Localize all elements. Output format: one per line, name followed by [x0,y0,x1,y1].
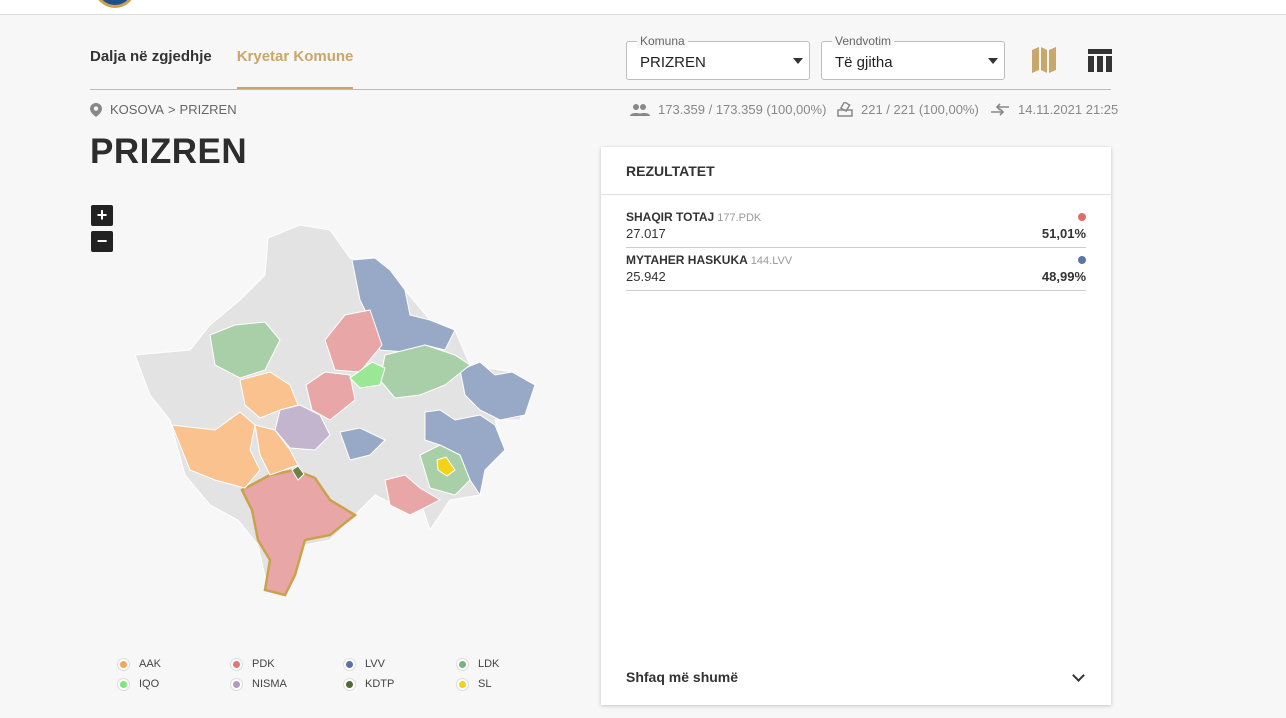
map-region-kdtp[interactable] [291,465,305,481]
candidate-percent: 48,99% [1041,269,1086,284]
party-color-dot [1078,213,1086,221]
table-view-button[interactable] [1087,46,1113,74]
stations-stat: 221 / 221 (100,00%) [837,102,979,117]
updated-timestamp: 14.11.2021 21:25 [1018,102,1119,117]
candidate-name: SHAQIR TOTAJ [626,210,715,224]
kosovo-municipality-map[interactable] [130,215,550,605]
people-icon [630,103,650,116]
chevron-down-icon [1072,669,1085,682]
candidate-party: 177.PDK [717,212,762,224]
legend-item-pdk: PDK [231,658,344,670]
legend-dot [118,658,129,670]
map-legend: AAK PDK LVV LDK IQO NISMA KDTP SL [118,658,548,690]
candidate-name-wrap: SHAQIR TOTAJ 177.PDK [626,210,761,224]
legend-item-aak: AAK [118,658,231,670]
map-region-ldk[interactable] [379,344,471,399]
candidate-votes: 25.942 [626,269,666,284]
legend-dot [457,678,468,690]
voters-stat: 173.359 / 173.359 (100,00%) [630,102,826,117]
map-region-lvv[interactable] [339,427,386,461]
location-pin-icon [90,102,102,117]
breadcrumb-separator: > [167,102,176,117]
show-more-label: Shfaq më shumë [626,669,739,685]
komuna-select-label: Komuna [637,34,688,48]
map-region-iqo[interactable] [349,361,386,389]
map-icon [1032,47,1056,73]
map-region-lvv[interactable] [459,361,536,421]
tab-turnout[interactable]: Dalja në zgjedhje [90,48,212,65]
logo[interactable] [94,0,136,8]
table-icon [1088,49,1112,72]
legend-item-iqo: IQO [118,678,231,690]
legend-dot [344,678,355,690]
stations-count: 221 / 221 (100,00%) [861,102,979,117]
legend-dot [457,658,468,670]
map-region-pdk[interactable] [305,371,356,421]
candidate-name: MYTAHER HASKUKA [626,253,748,267]
vendvotim-select-label: Vendvotim [832,34,895,48]
legend-label: AAK [139,658,162,670]
legend-item-sl: SL [457,678,570,690]
voters-count: 173.359 / 173.359 (100,00%) [658,102,827,117]
tab-bar: Dalja në zgjedhje Kryetar Komune [90,40,378,90]
zoom-in-button[interactable]: + [91,205,113,226]
ballot-box-icon [837,102,853,117]
legend-item-kdtp: KDTP [344,678,457,690]
legend-label: NISMA [252,678,287,690]
candidate-party: 144.LVV [750,255,793,267]
compare-arrows-icon [991,102,1009,116]
legend-item-lvv: LVV [344,658,457,670]
legend-dot [344,658,355,670]
map-region-nisma[interactable] [274,404,331,451]
legend-label: PDK [252,658,275,670]
legend-dot [118,678,129,690]
legend-label: IQO [139,678,160,690]
show-more-button[interactable]: Shfaq më shumë [626,669,1086,685]
breadcrumb-current: PRIZREN [179,102,237,117]
tab-divider [90,89,1111,90]
legend-label: LDK [478,658,500,670]
zoom-out-button[interactable]: − [91,231,113,252]
map-region-pdk[interactable] [384,474,442,516]
page-title: PRIZREN [90,132,248,171]
map-region-sl[interactable] [436,456,456,477]
candidate-row[interactable]: MYTAHER HASKUKA 144.LVV 25.942 48,99% [626,253,1086,291]
legend-label: SL [478,678,492,690]
legend-dot [231,678,242,690]
results-heading: REZULTATET [601,147,1111,195]
top-header-bar [0,0,1286,15]
candidate-row[interactable]: SHAQIR TOTAJ 177.PDK 27.017 51,01% [626,210,1086,248]
map-view-button[interactable] [1031,46,1057,74]
map-region-ldk[interactable] [209,321,281,379]
legend-label: KDTP [365,678,395,690]
breadcrumb: KOSOVA > PRIZREN [90,102,237,117]
legend-item-ldk: LDK [457,658,570,670]
vendvotim-select-value: Të gjitha [835,54,893,71]
party-color-dot [1078,256,1086,264]
candidate-name-wrap: MYTAHER HASKUKA 144.LVV [626,253,792,267]
candidate-votes: 27.017 [626,226,666,241]
legend-item-nisma: NISMA [231,678,344,690]
breadcrumb-root[interactable]: KOSOVA [110,102,164,117]
map-region-aak[interactable] [171,411,261,489]
tab-mayor[interactable]: Kryetar Komune [236,40,354,90]
komuna-select[interactable]: Komuna PRIZREN [626,34,810,80]
komuna-select-value: PRIZREN [640,54,706,71]
candidate-percent: 51,01% [1041,226,1086,241]
vendvotim-select[interactable]: Vendvotim Të gjitha [821,34,1005,80]
caret-down-icon [988,58,998,64]
legend-dot [231,658,242,670]
caret-down-icon [793,58,803,64]
results-card: REZULTATET SHAQIR TOTAJ 177.PDK 27.017 51… [601,147,1111,705]
legend-label: LVV [365,658,385,670]
updated-stat: 14.11.2021 21:25 [990,102,1118,117]
